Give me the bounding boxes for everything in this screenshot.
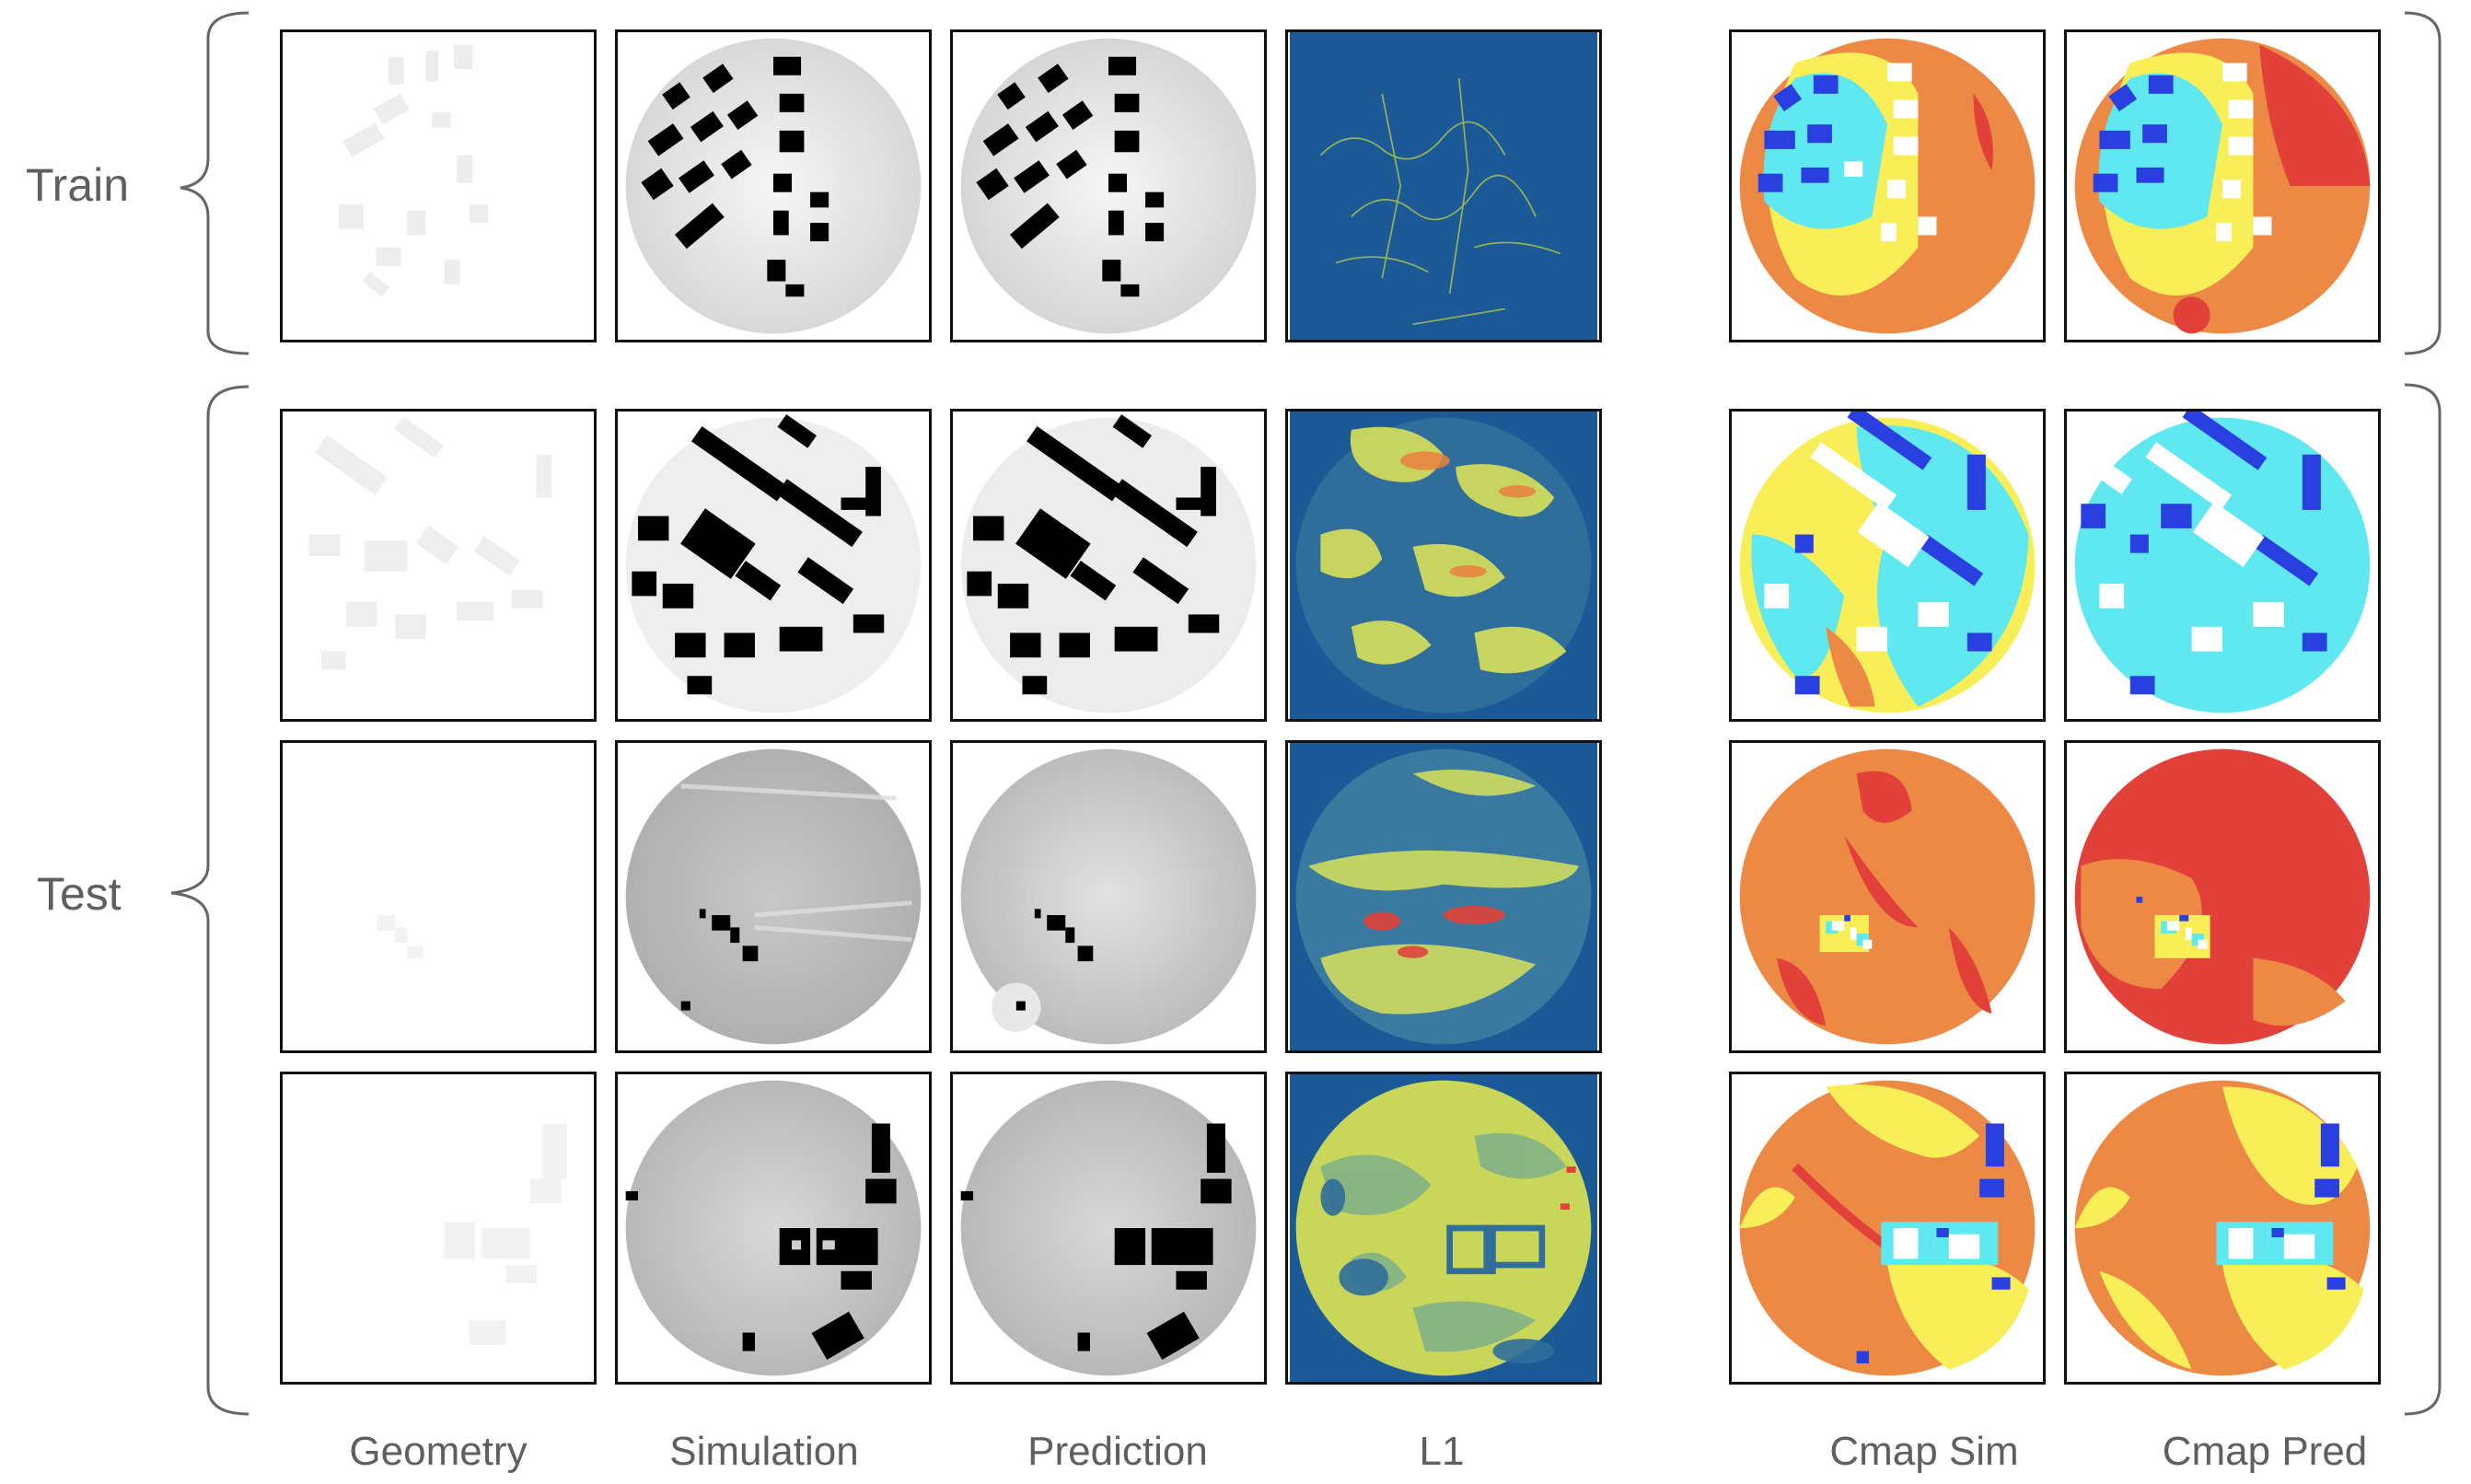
test1-cmap-pred-panel <box>2064 409 2381 722</box>
train-l1-panel <box>1285 29 1602 342</box>
test2-prediction-panel <box>950 740 1267 1053</box>
column-label-prediction: Prediction <box>1027 1429 1208 1474</box>
column-label-l1: L1 <box>1419 1429 1465 1474</box>
column-label-simulation: Simulation <box>669 1429 859 1474</box>
train-cmap-sim-panel <box>1729 29 2046 342</box>
test2-simulation-panel <box>615 740 932 1053</box>
test1-prediction-panel <box>950 409 1267 722</box>
test2-cmap-pred-panel <box>2064 740 2381 1053</box>
test1-simulation-panel <box>615 409 932 722</box>
test1-l1-panel <box>1285 409 1602 722</box>
train-left-brace <box>180 11 249 355</box>
test3-geometry-panel <box>280 1072 597 1385</box>
column-label-cmap-pred: Cmap Pred <box>2162 1429 2368 1474</box>
test2-geometry-panel <box>280 740 597 1053</box>
test2-l1-panel <box>1285 740 1602 1053</box>
test1-cmap-sim-panel <box>1729 409 2046 722</box>
test-right-brace <box>2404 383 2442 1416</box>
test3-cmap-pred-panel <box>2064 1072 2381 1385</box>
train-prediction-panel <box>950 29 1267 342</box>
train-cmap-pred-panel <box>2064 29 2381 342</box>
train-row-label: Train <box>26 159 130 211</box>
test2-cmap-sim-panel <box>1729 740 2046 1053</box>
test3-prediction-panel <box>950 1072 1267 1385</box>
test3-l1-panel <box>1285 1072 1602 1385</box>
column-label-cmap-sim: Cmap Sim <box>1829 1429 2019 1474</box>
train-geometry-panel <box>280 29 597 342</box>
test-row-label: Test <box>37 868 122 920</box>
test-left-brace <box>170 385 249 1416</box>
column-label-geometry: Geometry <box>349 1429 528 1474</box>
train-right-brace <box>2404 11 2442 355</box>
test3-simulation-panel <box>615 1072 932 1385</box>
test1-geometry-panel <box>280 409 597 722</box>
train-simulation-panel <box>615 29 932 342</box>
test3-cmap-sim-panel <box>1729 1072 2046 1385</box>
